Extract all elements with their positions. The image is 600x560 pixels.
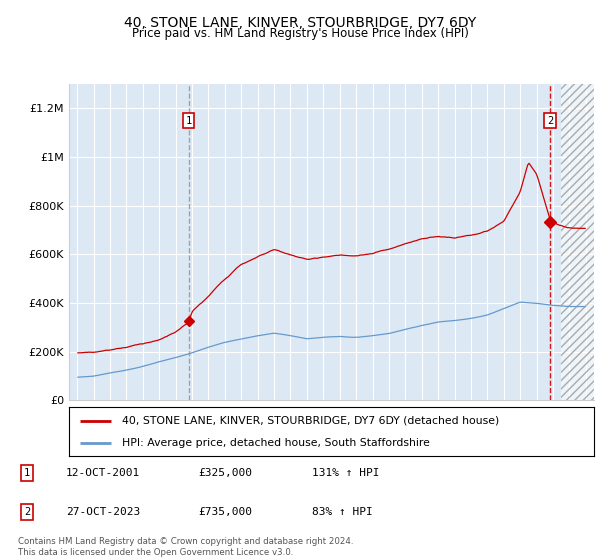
Text: 12-OCT-2001: 12-OCT-2001 bbox=[66, 468, 140, 478]
Text: £325,000: £325,000 bbox=[198, 468, 252, 478]
Bar bbox=[561, 84, 594, 400]
Text: Contains HM Land Registry data © Crown copyright and database right 2024.
This d: Contains HM Land Registry data © Crown c… bbox=[18, 537, 353, 557]
Bar bbox=[561, 84, 594, 400]
Text: 40, STONE LANE, KINVER, STOURBRIDGE, DY7 6DY (detached house): 40, STONE LANE, KINVER, STOURBRIDGE, DY7… bbox=[121, 416, 499, 426]
Text: £735,000: £735,000 bbox=[198, 507, 252, 517]
Text: 1: 1 bbox=[185, 115, 192, 125]
Text: 1: 1 bbox=[24, 468, 30, 478]
Text: 2: 2 bbox=[24, 507, 30, 517]
Text: HPI: Average price, detached house, South Staffordshire: HPI: Average price, detached house, Sout… bbox=[121, 437, 430, 447]
Text: 131% ↑ HPI: 131% ↑ HPI bbox=[312, 468, 380, 478]
Text: 40, STONE LANE, KINVER, STOURBRIDGE, DY7 6DY: 40, STONE LANE, KINVER, STOURBRIDGE, DY7… bbox=[124, 16, 476, 30]
Text: Price paid vs. HM Land Registry's House Price Index (HPI): Price paid vs. HM Land Registry's House … bbox=[131, 27, 469, 40]
Text: 83% ↑ HPI: 83% ↑ HPI bbox=[312, 507, 373, 517]
Text: 2: 2 bbox=[547, 115, 553, 125]
Text: 27-OCT-2023: 27-OCT-2023 bbox=[66, 507, 140, 517]
